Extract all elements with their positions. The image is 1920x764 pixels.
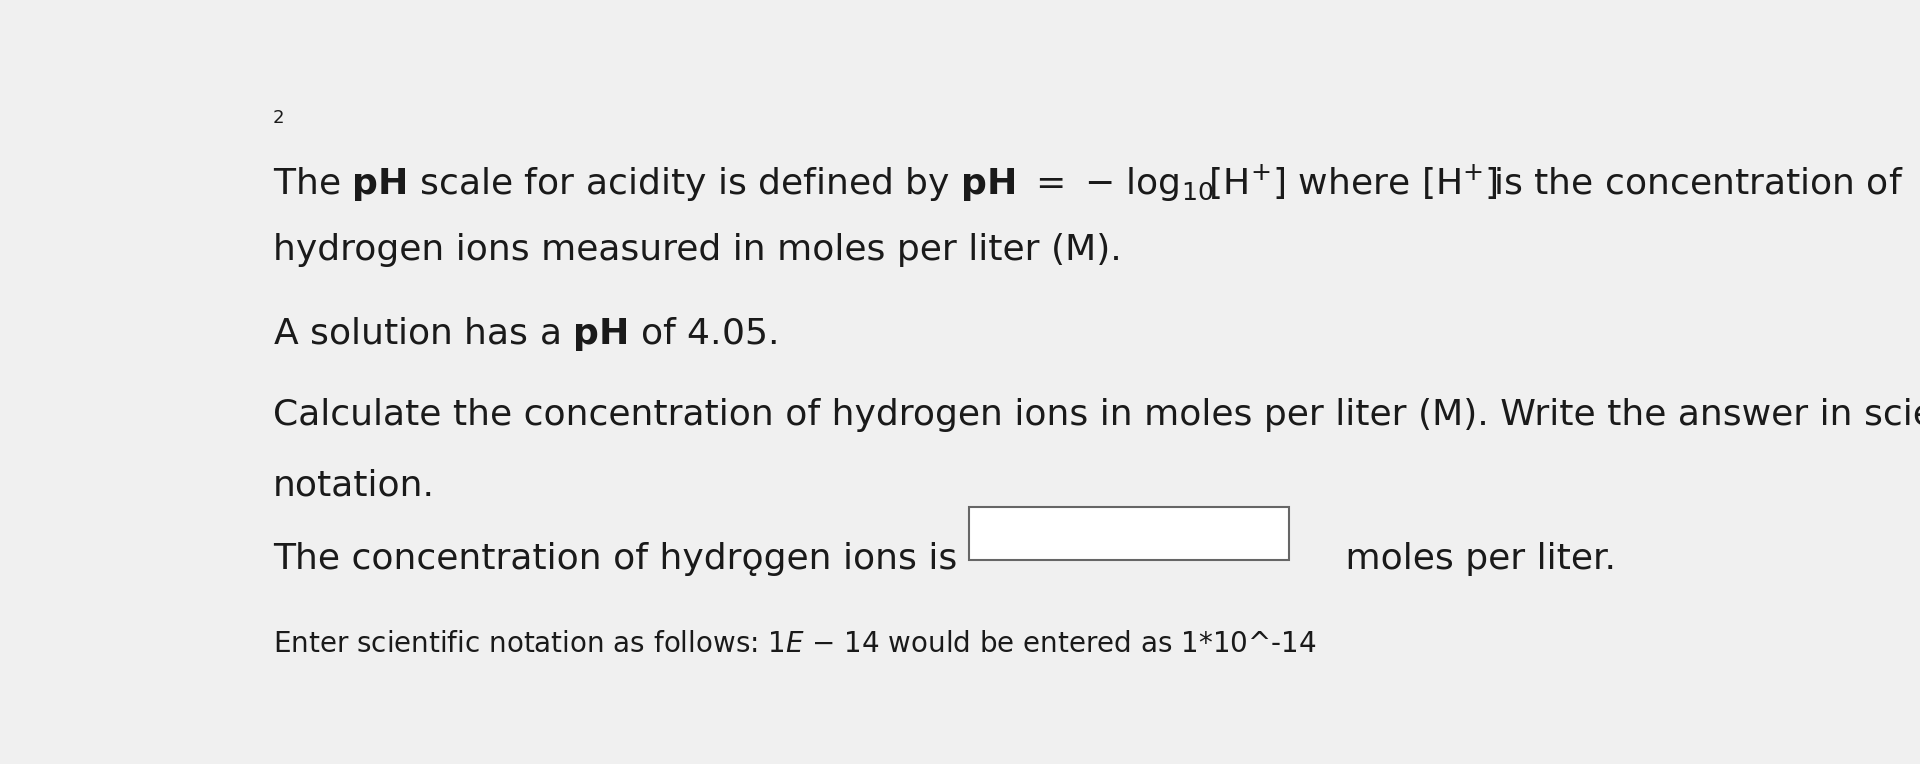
- Text: A solution has a $\mathbf{pH}$ of 4.05.: A solution has a $\mathbf{pH}$ of 4.05.: [273, 316, 776, 353]
- Text: moles per liter.: moles per liter.: [1311, 542, 1617, 576]
- Text: The concentration of hydrǫgen ions is: The concentration of hydrǫgen ions is: [273, 542, 956, 576]
- Text: notation.: notation.: [273, 468, 434, 502]
- FancyBboxPatch shape: [970, 507, 1288, 560]
- Text: The $\mathbf{pH}$ scale for acidity is defined by $\mathbf{pH}$ $=$ $-$ $\mathrm: The $\mathbf{pH}$ scale for acidity is d…: [273, 162, 1903, 204]
- Text: Calculate the concentration of hydrogen ions in moles per liter (M). Write the a: Calculate the concentration of hydrogen …: [273, 397, 1920, 432]
- Text: hydrogen ions measured in moles per liter (M).: hydrogen ions measured in moles per lite…: [273, 233, 1121, 267]
- Text: Enter scientific notation as follows: $1\mathit{E}$ $-$ 14 would be entered as 1: Enter scientific notation as follows: $1…: [273, 630, 1317, 658]
- Text: 2: 2: [273, 109, 284, 128]
